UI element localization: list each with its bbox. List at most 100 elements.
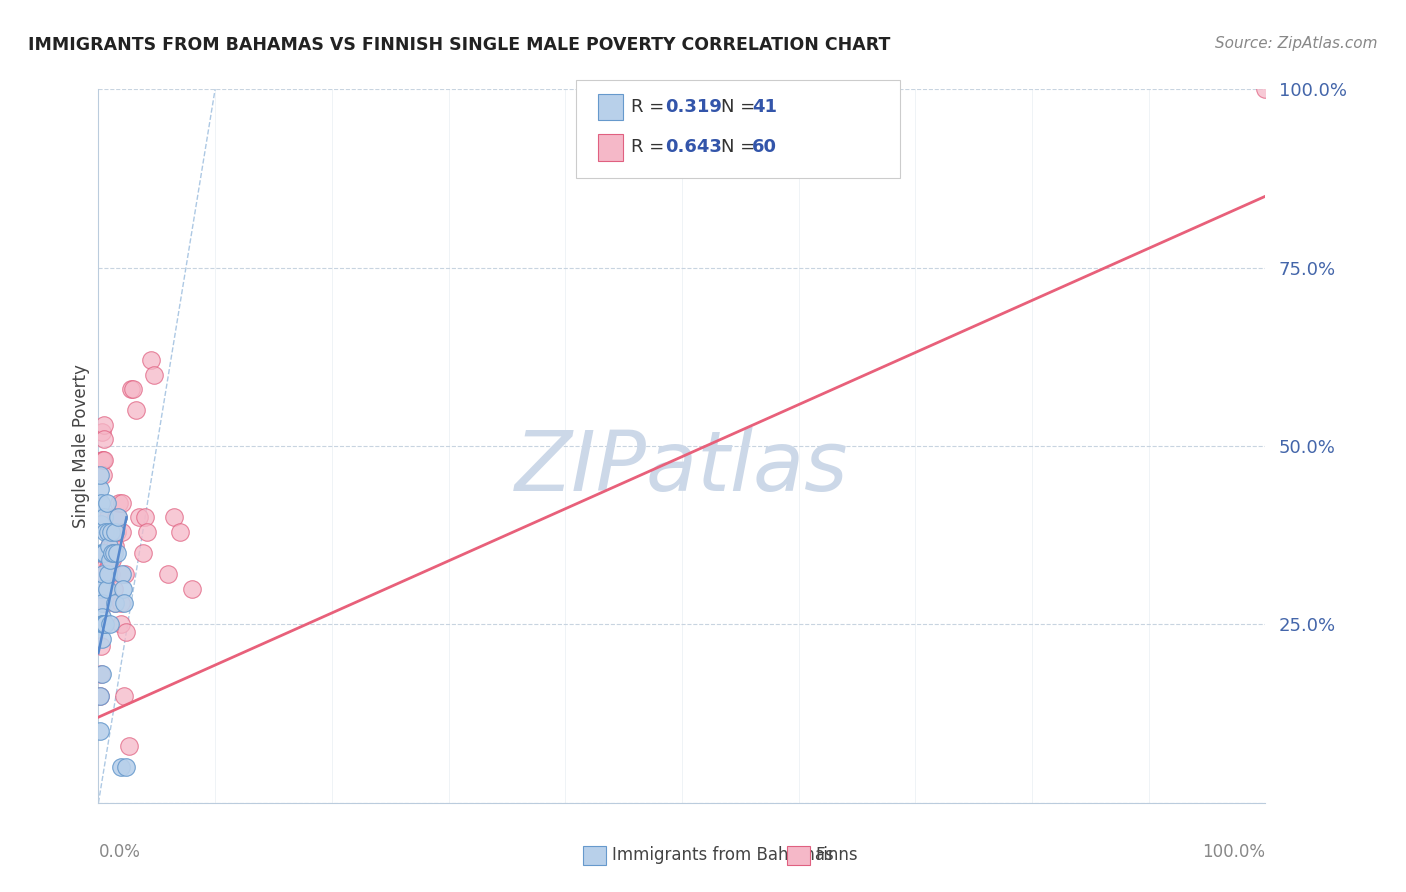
Point	[91, 546, 114, 560]
Text: N =: N =	[721, 138, 761, 156]
Text: N =: N =	[721, 98, 761, 116]
Text: 0.319: 0.319	[665, 98, 721, 116]
Point	[103, 546, 125, 560]
Point	[90, 667, 112, 681]
Point	[90, 546, 112, 560]
Point	[105, 524, 128, 539]
Point	[98, 539, 121, 553]
Point	[89, 689, 111, 703]
Point	[169, 524, 191, 539]
Point	[104, 596, 127, 610]
Text: 100.0%: 100.0%	[1202, 843, 1265, 861]
Point	[90, 667, 112, 681]
Y-axis label: Single Male Poverty: Single Male Poverty	[72, 364, 90, 528]
Point	[115, 624, 138, 639]
Point	[93, 432, 115, 446]
Point	[104, 596, 127, 610]
Point	[93, 510, 115, 524]
Point	[94, 546, 117, 560]
Point	[111, 567, 134, 582]
Point	[94, 596, 117, 610]
Point	[90, 425, 112, 439]
Text: IMMIGRANTS FROM BAHAMAS VS FINNISH SINGLE MALE POVERTY CORRELATION CHART: IMMIGRANTS FROM BAHAMAS VS FINNISH SINGL…	[28, 36, 890, 54]
Text: 60: 60	[752, 138, 778, 156]
Point	[89, 724, 111, 739]
Point	[105, 546, 128, 560]
Point	[104, 524, 127, 539]
Point	[91, 617, 114, 632]
Point	[93, 417, 115, 432]
Point	[91, 467, 114, 482]
Point	[90, 632, 112, 646]
Point	[97, 524, 120, 539]
Point	[90, 496, 112, 510]
Point	[90, 582, 112, 596]
Point	[90, 617, 112, 632]
Point	[94, 567, 117, 582]
Point	[180, 582, 202, 596]
Point	[143, 368, 166, 382]
Point	[97, 567, 120, 582]
Point	[96, 582, 118, 596]
Point	[91, 567, 114, 582]
Point	[90, 453, 112, 467]
Point	[107, 510, 129, 524]
Point	[122, 382, 145, 396]
Point	[111, 496, 134, 510]
Point	[112, 596, 135, 610]
Point	[90, 610, 112, 624]
Point	[90, 517, 112, 532]
Point	[107, 510, 129, 524]
Text: ZIPatlas: ZIPatlas	[515, 427, 849, 508]
Point	[157, 567, 180, 582]
Point	[97, 539, 120, 553]
Point	[89, 482, 111, 496]
Point	[103, 582, 125, 596]
Text: R =: R =	[631, 138, 671, 156]
Point	[101, 539, 124, 553]
Text: 0.0%: 0.0%	[98, 843, 141, 861]
Point	[97, 510, 120, 524]
Point	[1254, 82, 1277, 96]
Point	[101, 553, 124, 567]
Point	[132, 546, 155, 560]
Point	[96, 546, 118, 560]
Point	[110, 760, 132, 774]
Point	[97, 560, 120, 574]
Point	[100, 524, 122, 539]
Text: Finns: Finns	[815, 847, 858, 864]
Point	[97, 524, 120, 539]
Point	[163, 510, 186, 524]
Point	[96, 496, 118, 510]
Point	[115, 760, 138, 774]
Point	[93, 453, 115, 467]
Point	[98, 617, 121, 632]
Text: R =: R =	[631, 98, 671, 116]
Text: Source: ZipAtlas.com: Source: ZipAtlas.com	[1215, 36, 1378, 51]
Point	[120, 382, 142, 396]
Point	[94, 560, 117, 574]
Point	[128, 510, 150, 524]
Point	[97, 560, 120, 574]
Point	[101, 524, 124, 539]
Point	[114, 567, 136, 582]
Point	[104, 510, 127, 524]
Point	[89, 689, 111, 703]
Text: Immigrants from Bahamas: Immigrants from Bahamas	[612, 847, 834, 864]
Point	[108, 496, 131, 510]
Point	[97, 539, 120, 553]
Point	[89, 467, 111, 482]
Point	[101, 546, 124, 560]
Point	[90, 596, 112, 610]
Point	[104, 539, 127, 553]
Point	[111, 524, 134, 539]
Point	[100, 567, 122, 582]
Point	[111, 582, 134, 596]
Point	[94, 524, 117, 539]
Point	[90, 639, 112, 653]
Point	[90, 582, 112, 596]
Point	[97, 546, 120, 560]
Point	[97, 546, 120, 560]
Point	[134, 510, 156, 524]
Point	[100, 546, 122, 560]
